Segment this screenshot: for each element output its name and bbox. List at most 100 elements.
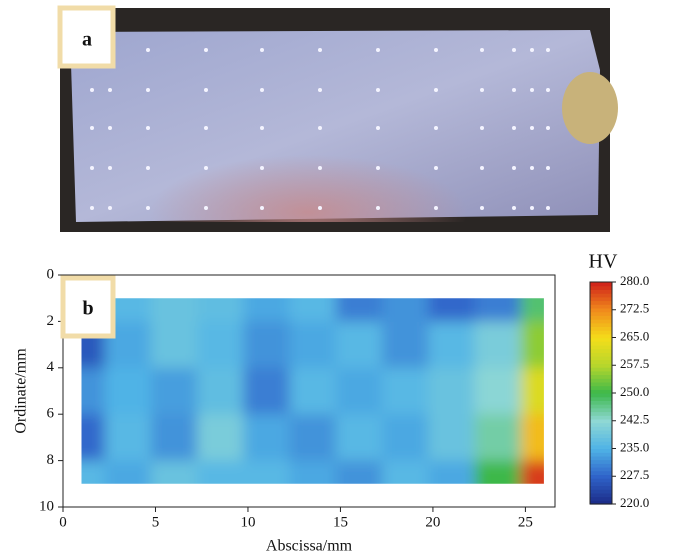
colorbar-tick-label: 227.5 bbox=[620, 467, 649, 482]
contour-cell bbox=[520, 321, 544, 369]
contour-cell bbox=[150, 298, 198, 322]
colorbar-band bbox=[590, 470, 612, 475]
contour-cell bbox=[474, 367, 522, 415]
colorbar-band bbox=[590, 485, 612, 490]
colorbar-band bbox=[590, 300, 612, 305]
colorbar-band bbox=[590, 378, 612, 383]
indent bbox=[260, 166, 264, 170]
colorbar-band bbox=[590, 319, 612, 324]
indent bbox=[318, 88, 322, 92]
colorbar-band bbox=[590, 400, 612, 405]
colorbar-band bbox=[590, 433, 612, 438]
x-tick-label: 5 bbox=[152, 514, 160, 530]
indent bbox=[480, 88, 484, 92]
colorbar-band bbox=[590, 459, 612, 464]
indent bbox=[90, 126, 94, 130]
indent bbox=[260, 48, 264, 52]
contour-cell bbox=[289, 414, 337, 462]
colorbar-tick-label: 220.0 bbox=[620, 495, 649, 510]
indent bbox=[108, 126, 112, 130]
colorbar-band bbox=[590, 396, 612, 401]
contour-cell bbox=[520, 460, 544, 484]
indent bbox=[530, 206, 534, 210]
contour-cell bbox=[520, 367, 544, 415]
contour-cell bbox=[428, 460, 476, 484]
indent bbox=[376, 48, 380, 52]
x-tick-label: 0 bbox=[59, 514, 67, 530]
colorbar-tick-label: 250.0 bbox=[620, 384, 649, 399]
colorbar-band bbox=[590, 415, 612, 420]
colorbar-band bbox=[590, 430, 612, 435]
indent bbox=[376, 88, 380, 92]
contour-cell bbox=[382, 460, 429, 484]
y-axis-label: Ordinate/mm bbox=[13, 348, 30, 434]
indent bbox=[260, 126, 264, 130]
indent bbox=[376, 166, 380, 170]
indent bbox=[204, 48, 208, 52]
indent bbox=[530, 166, 534, 170]
colorbar-band bbox=[590, 289, 612, 294]
contour-cell bbox=[382, 414, 429, 462]
colorbar-band bbox=[590, 411, 612, 416]
contour-cell bbox=[382, 367, 429, 415]
colorbar-band bbox=[590, 478, 612, 483]
contour-field bbox=[81, 298, 544, 484]
panel-label-box bbox=[57, 5, 116, 69]
colorbar-title: HV bbox=[589, 251, 618, 273]
colorbar-band bbox=[590, 359, 612, 364]
indent bbox=[530, 88, 534, 92]
indent bbox=[480, 166, 484, 170]
indent bbox=[376, 206, 380, 210]
indent bbox=[318, 206, 322, 210]
indent bbox=[546, 166, 550, 170]
colorbar-band bbox=[590, 437, 612, 442]
contour-cell bbox=[243, 414, 291, 462]
colorbar-tick-label: 280.0 bbox=[620, 273, 649, 288]
indent bbox=[546, 88, 550, 92]
indent bbox=[318, 48, 322, 52]
colorbar-band bbox=[590, 492, 612, 498]
colorbar-band bbox=[590, 282, 612, 287]
colorbar-band bbox=[590, 341, 612, 346]
indent bbox=[530, 126, 534, 130]
indent bbox=[204, 126, 208, 130]
indent bbox=[512, 166, 516, 170]
indent bbox=[146, 88, 150, 92]
contour-cell bbox=[289, 321, 337, 369]
indent bbox=[512, 206, 516, 210]
y-tick-label: 0 bbox=[47, 266, 55, 282]
colorbar-band bbox=[590, 389, 612, 394]
contour-cell bbox=[104, 460, 152, 484]
contour-cell bbox=[474, 321, 522, 369]
contour-cell bbox=[243, 460, 291, 484]
contour-cell bbox=[520, 298, 544, 322]
colorbar-band bbox=[590, 422, 612, 427]
colorbar-tick-label: 272.5 bbox=[620, 301, 649, 316]
y-tick-label: 8 bbox=[47, 452, 55, 468]
contour-cell bbox=[474, 414, 522, 462]
photo bbox=[60, 8, 618, 232]
colorbar-band bbox=[590, 381, 612, 387]
colorbar-band bbox=[590, 333, 612, 339]
colorbar-band bbox=[590, 304, 612, 309]
x-tick-label: 15 bbox=[333, 514, 348, 530]
colorbar-band bbox=[590, 326, 612, 331]
indent bbox=[146, 206, 150, 210]
colorbar-band bbox=[590, 404, 612, 409]
y-tick-label: 6 bbox=[47, 406, 55, 422]
indent bbox=[512, 126, 516, 130]
indent bbox=[480, 206, 484, 210]
colorbar-band bbox=[590, 315, 612, 320]
colorbar-band bbox=[590, 330, 612, 335]
contour-cell bbox=[104, 367, 152, 415]
panel-label: a bbox=[82, 29, 92, 51]
indent bbox=[146, 166, 150, 170]
indent bbox=[146, 48, 150, 52]
indent bbox=[260, 88, 264, 92]
indent bbox=[530, 48, 534, 52]
colorbar-band bbox=[590, 426, 612, 431]
contour-cell bbox=[382, 298, 429, 322]
panel-label: b bbox=[82, 298, 93, 320]
contour-cell bbox=[197, 298, 244, 322]
colorbar-band bbox=[590, 352, 612, 357]
